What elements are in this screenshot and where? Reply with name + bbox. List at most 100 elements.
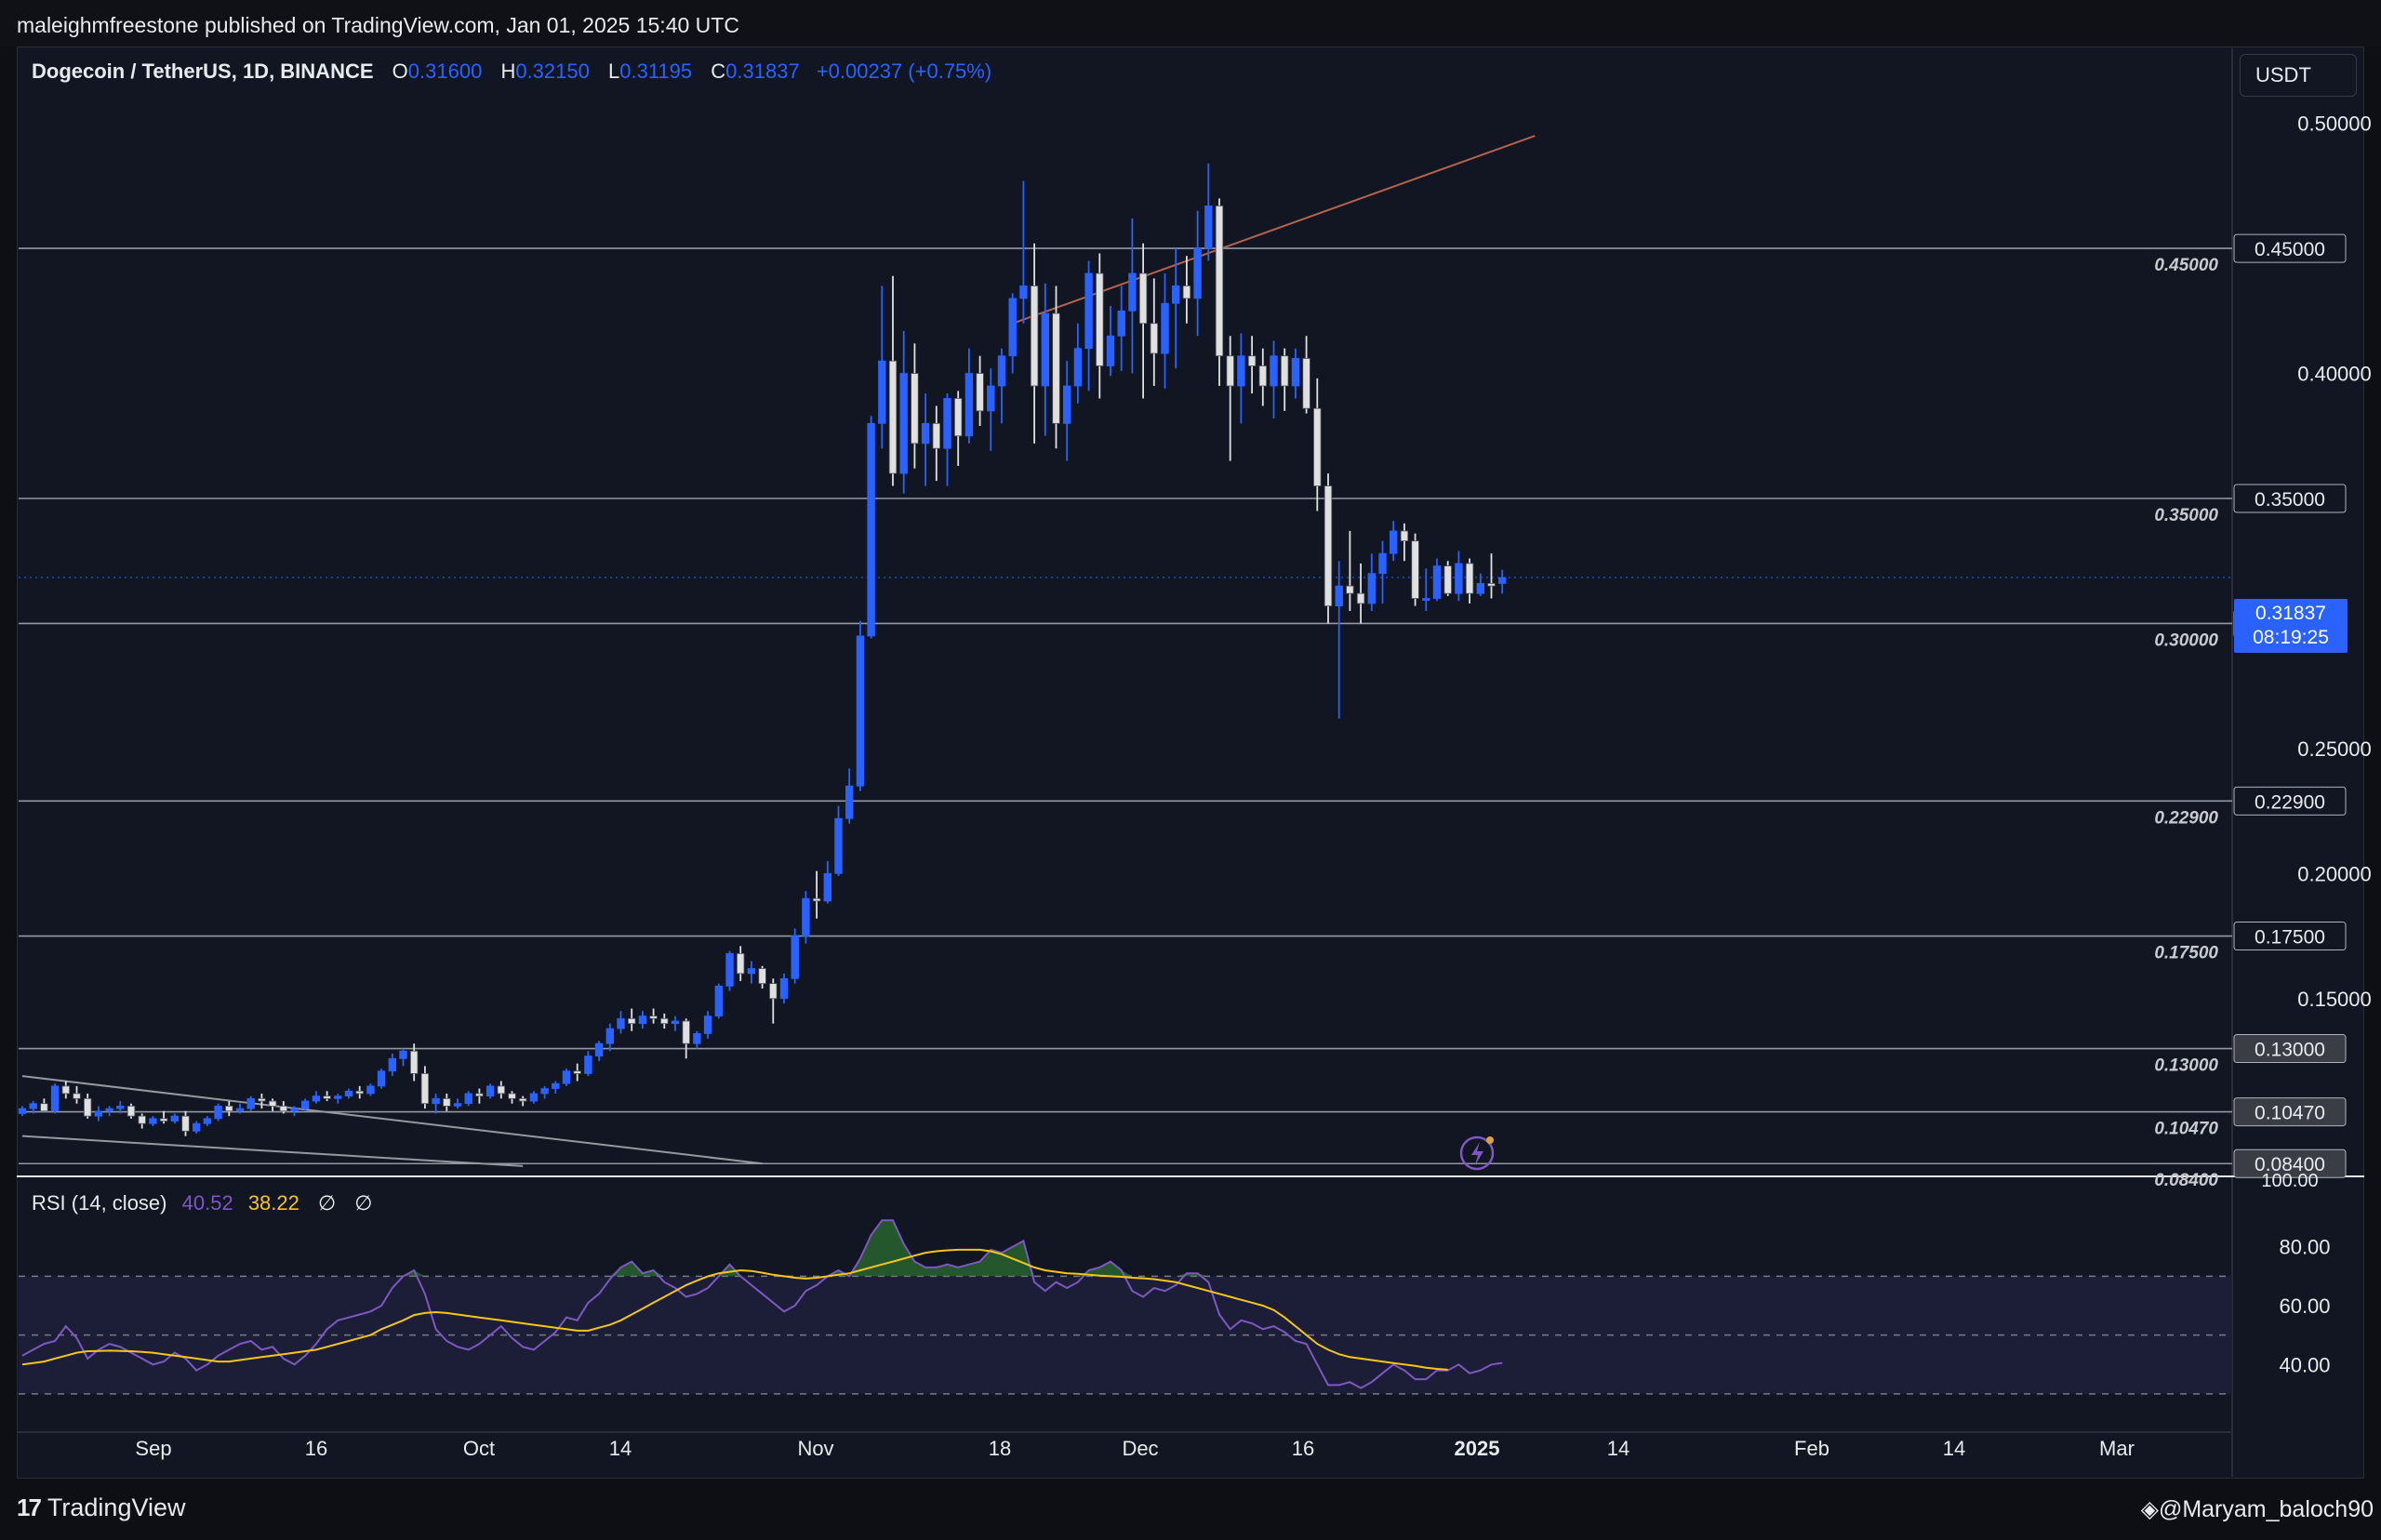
candle xyxy=(540,1085,549,1099)
time-axis-label: Mar xyxy=(2099,1437,2135,1460)
candle-body xyxy=(943,398,951,449)
candle-body xyxy=(529,1093,539,1102)
close-value: 0.31837 xyxy=(725,60,800,83)
candle xyxy=(126,1103,136,1119)
candle-body xyxy=(1346,585,1354,594)
candle xyxy=(258,1093,266,1109)
candle-body xyxy=(1465,563,1474,594)
candle xyxy=(366,1083,375,1096)
candle-body xyxy=(605,1028,614,1044)
candle-body xyxy=(1324,485,1333,607)
candle xyxy=(1498,569,1507,594)
candle-body xyxy=(812,897,821,902)
symbol-title[interactable]: Dogecoin / TetherUS, 1D, BINANCE xyxy=(32,60,374,83)
rsi-null-1: ∅ xyxy=(318,1191,337,1215)
open-label: O xyxy=(392,60,408,83)
candle xyxy=(987,368,995,451)
candle xyxy=(312,1091,321,1104)
level-price-tag xyxy=(2233,922,2347,951)
candle-body xyxy=(1237,355,1245,387)
candle xyxy=(791,928,799,984)
candle-body xyxy=(888,360,898,474)
candle xyxy=(703,1011,712,1039)
lightning-icon xyxy=(1459,1135,1495,1171)
candle xyxy=(334,1093,342,1104)
candle xyxy=(138,1113,146,1129)
candle xyxy=(725,950,734,991)
candle xyxy=(1096,253,1104,399)
candle-body xyxy=(246,1097,255,1109)
level-label: 0.13000 xyxy=(2154,1056,2218,1076)
candle-body xyxy=(823,872,831,902)
tradingview-logo[interactable]: 17 TradingView xyxy=(17,1494,186,1522)
candle-body xyxy=(1498,577,1507,584)
candle xyxy=(1476,573,1484,596)
candle xyxy=(475,1088,484,1104)
candle-body xyxy=(1455,563,1463,594)
candle xyxy=(508,1091,516,1104)
chart-container[interactable] xyxy=(17,46,2364,1479)
rsi-line xyxy=(21,1219,1503,1389)
candle xyxy=(682,1018,690,1059)
candle-body xyxy=(1084,272,1093,350)
candle-body xyxy=(779,977,789,1000)
time-axis-label: 16 xyxy=(305,1437,327,1460)
time-axis-label: Dec xyxy=(1122,1437,1158,1460)
candle-body xyxy=(84,1097,92,1117)
candle xyxy=(105,1106,113,1117)
rsi-ma-line xyxy=(21,1248,1448,1371)
candle xyxy=(486,1083,495,1099)
currency-button[interactable]: USDT xyxy=(2240,54,2357,97)
candle xyxy=(61,1081,70,1099)
candle xyxy=(1019,180,1028,324)
rsi-axis-label: 60.00 xyxy=(2279,1294,2330,1318)
candle xyxy=(584,1051,592,1077)
candle-body xyxy=(1138,272,1148,325)
candle-body xyxy=(1182,285,1191,299)
candle-body xyxy=(1367,573,1376,604)
candle xyxy=(823,860,831,904)
candle-body xyxy=(409,1050,419,1074)
candle-body xyxy=(1096,272,1104,366)
candle-body xyxy=(420,1073,430,1105)
candle xyxy=(1390,521,1398,562)
candle-body xyxy=(1422,598,1430,601)
candle xyxy=(1063,361,1071,461)
price-axis-label: 0.50000 xyxy=(2297,113,2372,136)
candle-body xyxy=(1258,365,1267,387)
author-handle[interactable]: ◈@Maryam_baloch90 xyxy=(2141,1495,2374,1523)
candle xyxy=(18,1106,27,1117)
candle-body xyxy=(475,1093,484,1097)
candle xyxy=(1487,553,1496,599)
candle-body xyxy=(932,422,940,449)
candle-body xyxy=(464,1093,472,1105)
candle xyxy=(617,1011,625,1034)
candle xyxy=(1138,243,1148,399)
rsi-overbought-fill xyxy=(849,1220,1035,1277)
candle xyxy=(235,1103,245,1114)
candle xyxy=(638,1011,647,1029)
time-axis-label: Oct xyxy=(463,1437,495,1460)
candle-body xyxy=(1226,355,1234,387)
candle xyxy=(747,961,756,984)
lightning-icon-dot xyxy=(1486,1136,1494,1144)
candle xyxy=(116,1101,125,1114)
candle xyxy=(1161,273,1169,389)
candle xyxy=(976,355,984,427)
time-axis-label: Sep xyxy=(135,1437,171,1460)
rsi-legend: RSI (14, close) 40.52 38.22 ∅ ∅ xyxy=(32,1191,372,1215)
rsi-title[interactable]: RSI (14, close) xyxy=(32,1191,167,1215)
time-axis-label: 14 xyxy=(1607,1437,1629,1460)
candle xyxy=(1008,293,1017,374)
candle-body xyxy=(1172,285,1180,304)
candle xyxy=(758,965,766,989)
candle-body xyxy=(714,985,723,1017)
candle-body xyxy=(693,1033,701,1044)
candle-body xyxy=(1313,407,1322,486)
candle-body xyxy=(1073,348,1083,387)
candle xyxy=(84,1093,92,1119)
candle xyxy=(214,1103,222,1122)
candle xyxy=(225,1101,233,1117)
candle xyxy=(40,1098,48,1112)
